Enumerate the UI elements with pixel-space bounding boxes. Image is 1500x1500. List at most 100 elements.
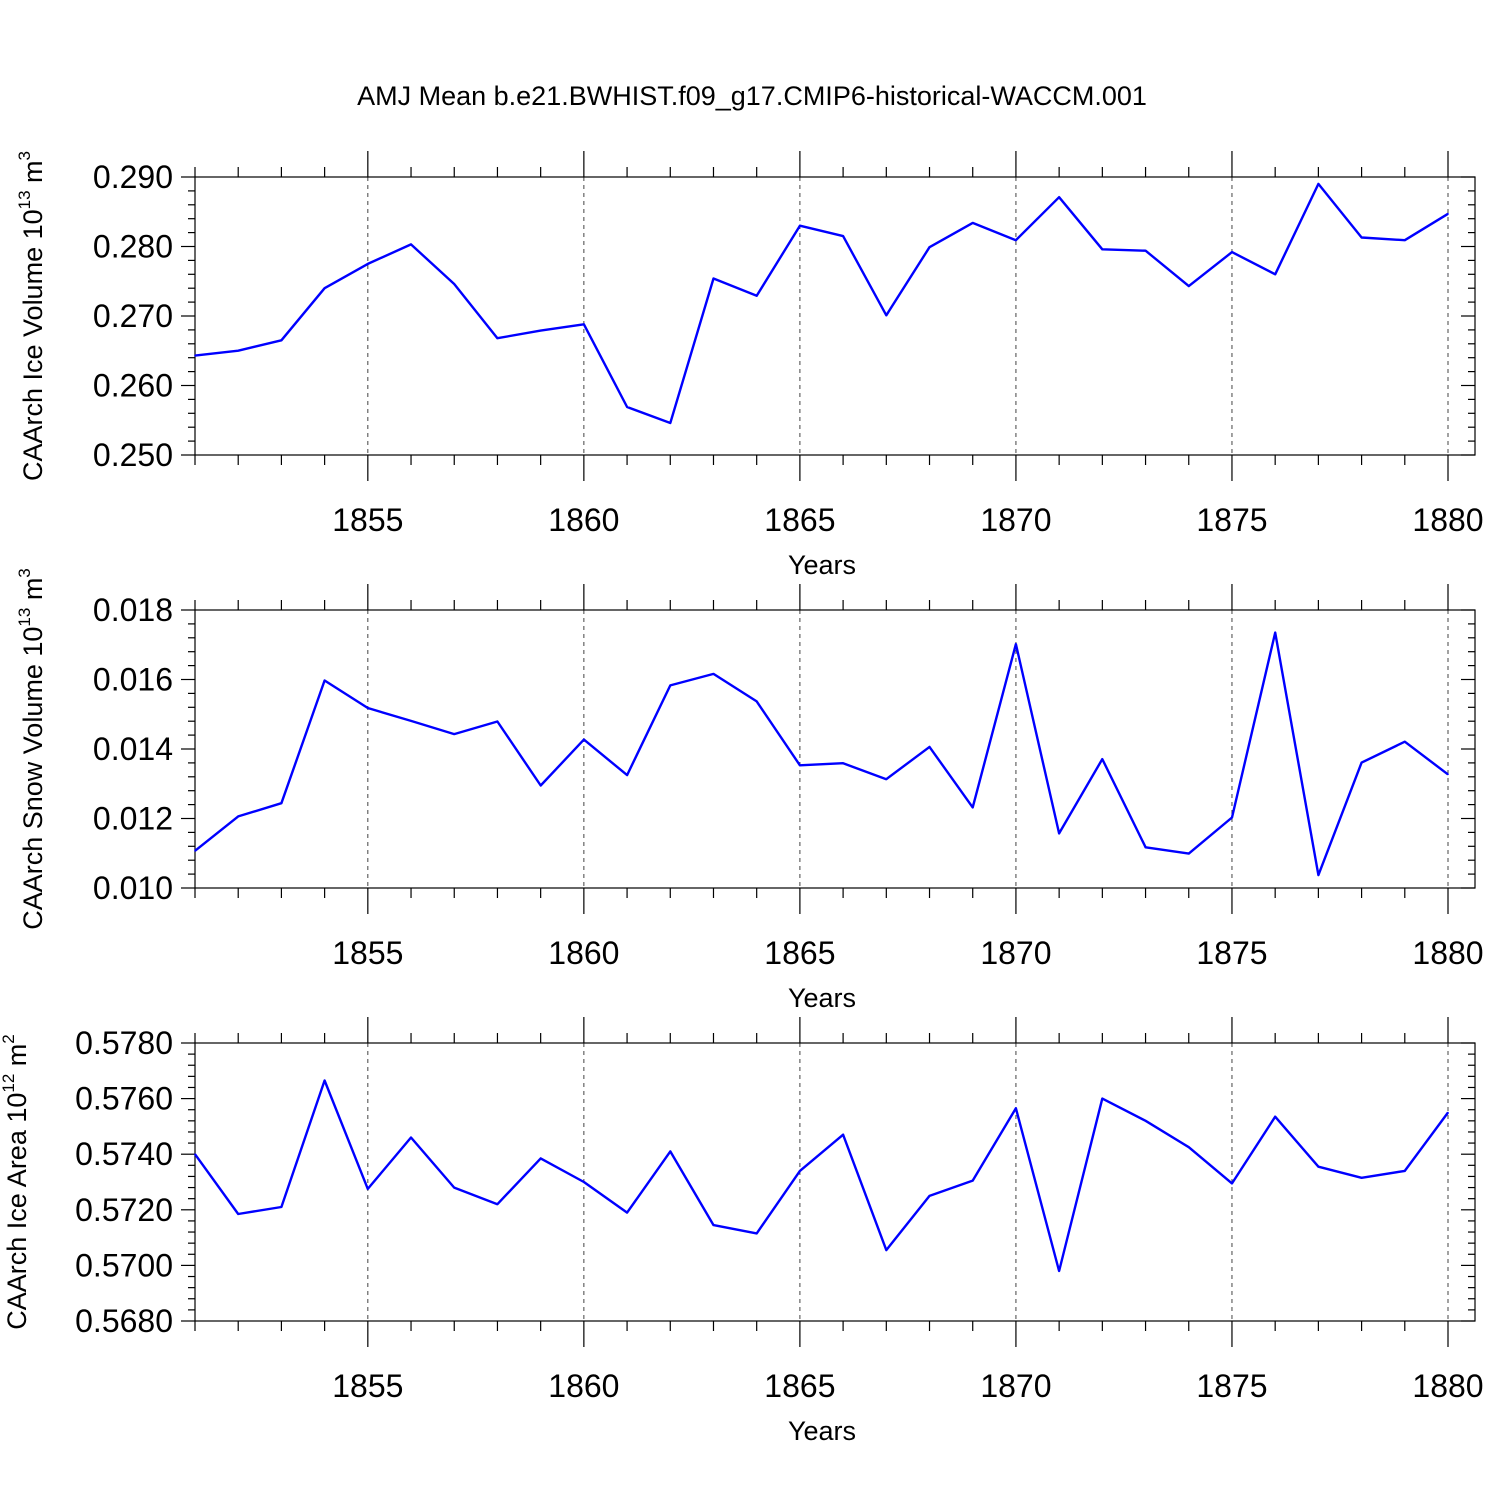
y-tick-label: 0.016 xyxy=(93,662,173,698)
data-point xyxy=(194,354,196,357)
y-tick-label: 0.012 xyxy=(93,801,173,837)
panel-2: 0.010 0.012 0.014 0.016 0.018 1855 1860 1865 187… xyxy=(15,568,1484,1013)
y-tick-label: 0.5680 xyxy=(75,1303,173,1339)
y-axis-label-main: CAArch Snow Volume 10 xyxy=(18,627,48,930)
data-point xyxy=(755,700,758,703)
x-tick-label: 1880 xyxy=(1412,935,1483,971)
data-point xyxy=(885,778,888,781)
data-point xyxy=(712,673,715,675)
data-point xyxy=(1360,761,1363,764)
data-point xyxy=(323,1079,326,1082)
y-tick-label: 0.5760 xyxy=(75,1081,173,1117)
data-point xyxy=(1447,1111,1449,1114)
data-point xyxy=(1058,1270,1060,1272)
data-point xyxy=(367,707,369,709)
data-point xyxy=(1403,239,1406,242)
x-tick-label: 1865 xyxy=(764,935,835,971)
y-tick-label: 0.260 xyxy=(93,368,173,404)
y-tick-label: 0.250 xyxy=(93,437,173,473)
y-axis-label: CAArch Ice Area 1012 m2 xyxy=(0,1034,32,1330)
data-point xyxy=(1231,1182,1233,1185)
x-tick-label: 1875 xyxy=(1196,1368,1267,1404)
data-point xyxy=(453,733,456,735)
x-tick-label: 1870 xyxy=(980,502,1051,538)
data-point xyxy=(799,764,801,767)
data-point xyxy=(669,422,672,424)
x-tick-label: 1875 xyxy=(1196,502,1267,538)
x-tick-label: 1865 xyxy=(764,502,835,538)
data-point xyxy=(842,762,844,765)
x-axis-label: Years xyxy=(788,983,856,1013)
data-point xyxy=(712,1224,715,1226)
data-point xyxy=(669,684,672,687)
y-axis-label-unit-exponent: 3 xyxy=(15,151,34,160)
data-point xyxy=(496,337,499,340)
panel-3: 0.5680 0.5700 0.5720 0.5740 0.5760 0.5780 1855… xyxy=(0,1017,1484,1446)
y-axis-label-unit: m xyxy=(2,1044,32,1074)
data-point xyxy=(410,720,412,722)
data-point xyxy=(237,1213,240,1215)
y-axis-label-main: CAArch Ice Area 10 xyxy=(2,1093,32,1330)
x-tick-label: 1880 xyxy=(1412,1368,1483,1404)
data-point xyxy=(928,1195,931,1197)
x-tick-label: 1880 xyxy=(1412,502,1483,538)
x-tick-label: 1870 xyxy=(980,1368,1051,1404)
data-point xyxy=(1403,1170,1406,1172)
y-tick-label: 0.280 xyxy=(93,229,173,265)
data-point xyxy=(583,1181,585,1183)
data-point xyxy=(410,1136,412,1139)
data-point xyxy=(496,720,499,723)
data-point xyxy=(323,679,326,682)
x-tick-label: 1855 xyxy=(332,935,403,971)
data-point xyxy=(971,806,974,809)
data-point xyxy=(453,1186,456,1189)
y-tick-label: 0.5780 xyxy=(75,1025,173,1061)
data-point xyxy=(755,295,758,297)
data-point xyxy=(971,1179,974,1182)
data-point xyxy=(1231,251,1233,253)
data-point xyxy=(1317,183,1320,185)
panel-1: 0.250 0.260 0.270 0.280 0.290 1855 1860 1865 187… xyxy=(15,151,1484,580)
data-point xyxy=(669,1150,672,1153)
data-point xyxy=(410,243,412,246)
data-point xyxy=(1144,1120,1147,1122)
data-point xyxy=(1360,236,1363,239)
y-axis-label-unit-exponent: 2 xyxy=(0,1034,18,1043)
data-point xyxy=(1403,740,1406,743)
data-point xyxy=(928,746,931,748)
data-point xyxy=(1274,1115,1276,1118)
plot-frame xyxy=(194,1042,1476,1322)
data-point xyxy=(1187,1146,1190,1149)
data-point xyxy=(1101,1097,1104,1100)
y-axis-label-unit: m xyxy=(18,160,48,190)
panels: 0.250 0.260 0.270 0.280 0.290 1855 1860 1865 187… xyxy=(0,151,1484,1446)
data-point xyxy=(1015,1107,1017,1110)
data-point xyxy=(799,224,801,227)
data-point xyxy=(1447,773,1449,776)
x-tick-label: 1860 xyxy=(548,502,619,538)
data-point xyxy=(323,287,326,290)
y-tick-label: 0.5740 xyxy=(75,1136,173,1172)
data-point xyxy=(1274,273,1276,276)
data-point xyxy=(453,283,456,285)
data-point xyxy=(1015,643,1017,645)
x-tick-label: 1875 xyxy=(1196,935,1267,971)
y-axis-label-exponent: 13 xyxy=(15,608,34,627)
data-point xyxy=(842,235,844,237)
y-tick-label: 0.014 xyxy=(93,731,173,767)
y-axis-label: CAArch Snow Volume 1013 m3 xyxy=(15,568,48,930)
x-axis-label: Years xyxy=(788,550,856,580)
data-point xyxy=(583,323,585,326)
data-point xyxy=(583,738,585,741)
series-line xyxy=(194,631,1449,877)
data-point xyxy=(1101,248,1104,251)
data-point xyxy=(367,263,369,265)
data-point xyxy=(194,1153,196,1155)
data-point xyxy=(842,1133,844,1136)
y-axis-label: CAArch Ice Volume 1013 m3 xyxy=(15,151,48,481)
y-axis-label-unit: m xyxy=(18,578,48,608)
data-point xyxy=(1274,631,1276,634)
data-point xyxy=(1015,239,1017,242)
data-point xyxy=(885,1249,888,1251)
y-tick-label: 0.5700 xyxy=(75,1247,173,1283)
